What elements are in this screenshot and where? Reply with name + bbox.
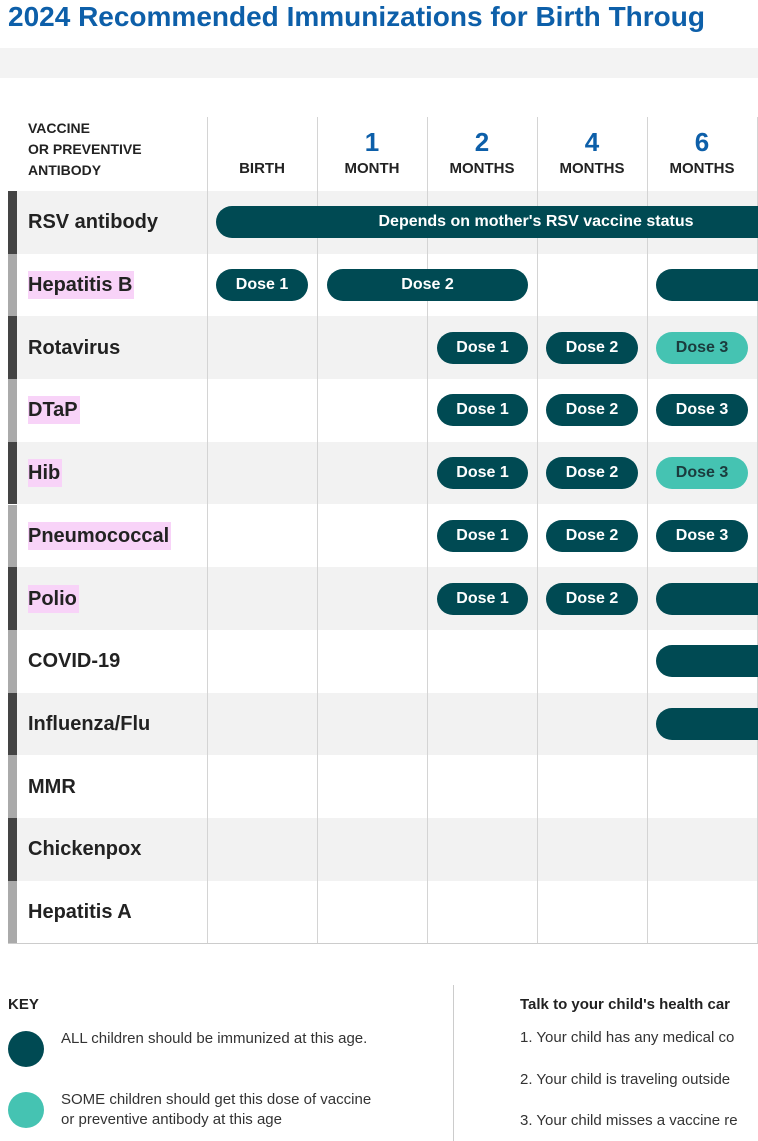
row-background	[8, 441, 758, 505]
dose-pill: Depends on mother's RSV vaccine status	[216, 206, 758, 239]
row-marker	[8, 818, 17, 881]
column-label: MONTH	[344, 160, 400, 177]
column-label: MONTHS	[669, 160, 735, 177]
row-marker	[8, 880, 17, 944]
row-marker	[8, 253, 17, 317]
dose-pill: Dose 3	[656, 519, 748, 552]
dose-pill: Dose 1	[437, 519, 528, 552]
row-marker	[8, 441, 17, 505]
dose-pill: Dose 3	[656, 331, 748, 364]
row-marker	[8, 755, 17, 818]
column-number: 4	[584, 127, 600, 157]
key-title: KEY	[8, 996, 39, 1013]
column-label: MONTHS	[449, 160, 515, 177]
column-line	[317, 117, 318, 944]
row-background	[8, 692, 758, 756]
column-label: BIRTH	[239, 160, 285, 177]
dose-pill	[656, 645, 758, 678]
notes-title: Talk to your child's health car	[520, 996, 731, 1013]
key-swatch	[8, 1092, 44, 1128]
vaccine-name: Rotavirus	[28, 336, 121, 359]
dose-pill: Dose 2	[546, 394, 638, 427]
note-item: 1. Your child has any medical co	[520, 1029, 735, 1046]
row-marker	[8, 629, 17, 693]
vaccine-name: Hepatitis B	[28, 271, 135, 300]
corner-header: OR PREVENTIVE	[28, 141, 142, 157]
key-text: ALL children should be immunized at this…	[61, 1030, 368, 1047]
vaccine-name: Pneumococcal	[28, 521, 172, 550]
row-marker	[8, 504, 17, 568]
dose-pill: Dose 1	[437, 582, 528, 615]
dose-pill	[656, 582, 758, 615]
dose-pill	[656, 707, 758, 740]
dose-pill: Dose 1	[437, 457, 528, 490]
corner-header: VACCINE	[28, 120, 90, 136]
row-background	[8, 567, 758, 630]
dose-pill: Dose 2	[546, 457, 638, 490]
header-band	[0, 48, 758, 78]
vaccine-name: RSV antibody	[28, 211, 159, 234]
dose-pill: Dose 2	[546, 331, 638, 364]
key-swatch	[8, 1031, 44, 1067]
dose-pill: Dose 2	[546, 519, 638, 552]
dose-pill: Dose 3	[656, 394, 748, 427]
dose-pill: Dose 1	[437, 331, 528, 364]
dose-pill	[656, 269, 758, 302]
column-number: 6	[694, 127, 710, 157]
column-line	[537, 117, 538, 944]
table-bottom-line	[8, 943, 758, 945]
key-text: SOME children should get this dose of va…	[61, 1091, 372, 1128]
vaccine-name: Polio	[28, 584, 79, 613]
row-marker	[8, 567, 17, 630]
dose-pill: Dose 2	[546, 582, 638, 615]
dose-pill: Dose 1	[437, 394, 528, 427]
row-marker	[8, 191, 17, 254]
row-marker	[8, 692, 17, 756]
column-line	[427, 117, 428, 944]
divider	[453, 985, 454, 1141]
vaccine-name: COVID-19	[28, 650, 121, 673]
vaccine-name: Hepatitis A	[28, 901, 132, 924]
column-label: MONTHS	[559, 160, 625, 177]
column-line	[207, 117, 208, 944]
title: 2024 Recommended Immunizations for Birth…	[8, 1, 705, 32]
note-item: 2. Your child is traveling outside	[520, 1070, 731, 1088]
vaccine-name: Chickenpox	[28, 838, 142, 861]
corner-header: ANTIBODY	[28, 162, 102, 178]
note-item: 3. Your child misses a vaccine re	[520, 1112, 738, 1129]
vaccine-name: MMR	[28, 775, 76, 798]
vaccine-name: Hib	[28, 459, 63, 488]
column-line	[647, 117, 648, 944]
row-marker	[8, 316, 17, 380]
column-number: 2	[474, 127, 490, 157]
dose-pill: Dose 1	[216, 269, 308, 302]
row-marker	[8, 379, 17, 442]
vaccine-name: Influenza/Flu	[28, 712, 151, 735]
dose-pill: Dose 3	[656, 457, 748, 490]
row-background	[8, 818, 758, 881]
vaccine-name: DTaP	[28, 396, 80, 425]
dose-pill: Dose 2	[327, 269, 528, 302]
column-number: 1	[364, 127, 380, 157]
